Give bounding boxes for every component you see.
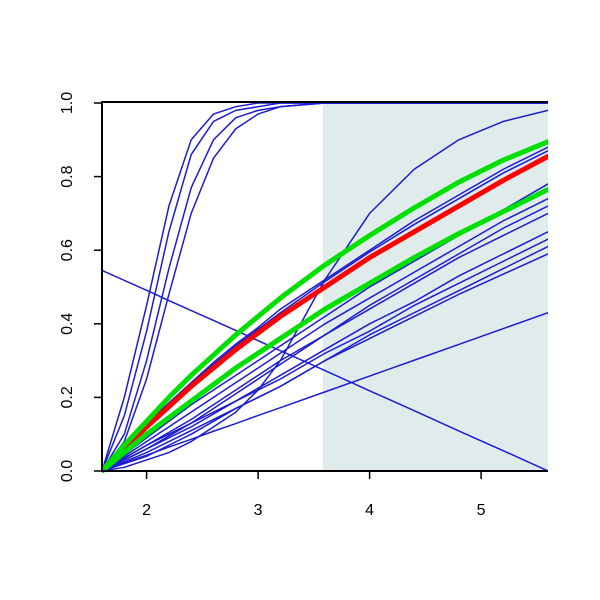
x-tick-label: 5 (477, 502, 486, 519)
curve (102, 186, 548, 473)
axis-layer: 2 3 4 5 0.0 0.2 0.4 0.6 0.8 1.0 (59, 92, 548, 519)
x-tick-label: 4 (365, 502, 374, 519)
line-layer (102, 102, 548, 473)
x-tick-label: 3 (254, 502, 263, 519)
y-tick-label: 0.2 (59, 386, 76, 408)
curve (102, 153, 548, 473)
curve (102, 139, 548, 473)
y-tick-label: 0.0 (59, 460, 76, 482)
y-tick-label: 0.6 (59, 239, 76, 261)
x-tick-label: 2 (142, 502, 151, 519)
y-tick-label: 0.4 (59, 313, 76, 335)
y-tick-label: 1.0 (59, 92, 76, 114)
curve (102, 269, 548, 472)
curve (102, 231, 548, 472)
curve (102, 238, 548, 472)
curve (102, 253, 548, 472)
curve (102, 197, 548, 472)
y-tick-label: 0.8 (59, 165, 76, 187)
